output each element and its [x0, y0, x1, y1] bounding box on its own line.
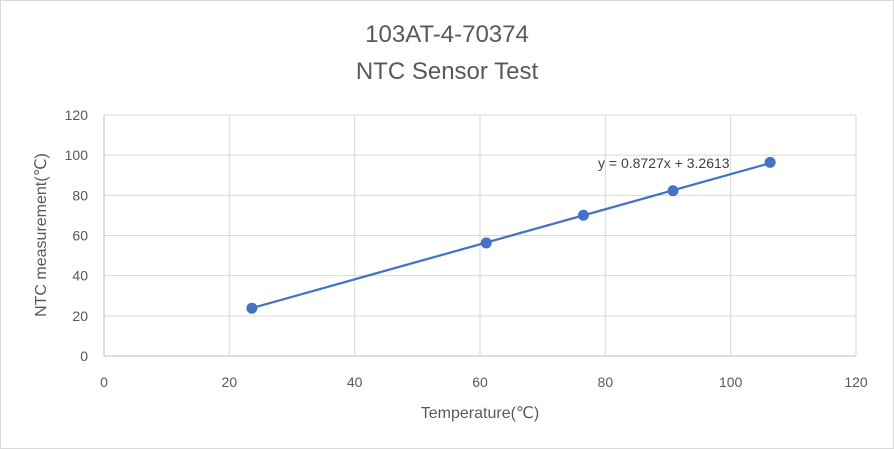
- y-axis-label: NTC measurement(℃): [33, 153, 50, 317]
- y-tick-label: 80: [72, 187, 88, 203]
- data-point: [764, 156, 776, 168]
- x-tick-label: 60: [472, 374, 488, 390]
- y-tick-label: 60: [72, 228, 88, 244]
- data-point: [480, 237, 492, 249]
- x-axis-label: Temperature(℃): [421, 405, 539, 422]
- y-tick-label: 120: [65, 107, 89, 123]
- data-point: [246, 302, 258, 314]
- x-tick-label: 80: [598, 374, 614, 390]
- trendline-equation: y = 0.8727x + 3.2613: [598, 155, 730, 171]
- x-tick-label: 120: [844, 374, 868, 390]
- x-tick-label: 100: [719, 374, 743, 390]
- chart-subtitle: NTC Sensor Test: [355, 58, 539, 85]
- x-tick-label: 40: [347, 374, 363, 390]
- trendline: [251, 162, 771, 310]
- tick-labels: 0 20 40 60 80 100 120 0 20 40 60 80 100 120: [65, 107, 868, 390]
- data-point: [577, 209, 589, 221]
- chart-title: 103AT-4-70374: [365, 21, 529, 48]
- y-tick-label: 100: [65, 147, 89, 163]
- grid: [103, 114, 857, 357]
- x-tick-label: 20: [222, 374, 238, 390]
- y-tick-label: 0: [80, 348, 88, 364]
- trendline-layer: [251, 162, 771, 310]
- y-tick-label: 40: [72, 268, 88, 284]
- data-points: [246, 156, 776, 314]
- y-tick-label: 20: [72, 308, 88, 324]
- data-point: [667, 185, 679, 197]
- x-tick-label: 0: [100, 374, 108, 390]
